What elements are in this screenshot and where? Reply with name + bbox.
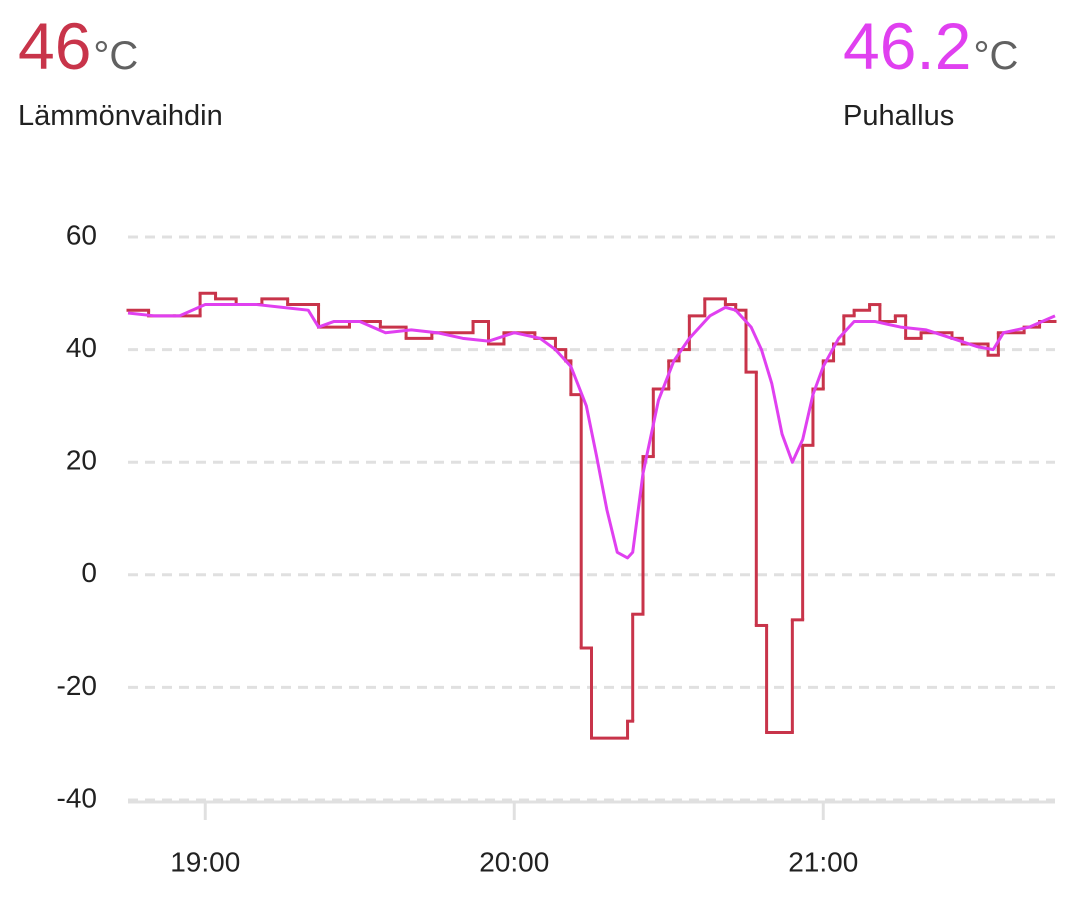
entity-right[interactable]: 46.2°C Puhallus <box>843 8 1018 133</box>
entity-name: Puhallus <box>843 100 955 132</box>
entity-name: Lämmönvaihdin <box>18 100 223 132</box>
state-value: 46.2 <box>843 9 972 83</box>
y-tick-label: -40 <box>57 782 97 813</box>
y-tick-label: 0 <box>81 557 97 588</box>
state: 46.2°C <box>843 8 1018 84</box>
y-tick-label: 60 <box>66 219 97 250</box>
state-value: 46 <box>18 9 92 83</box>
x-tick-label: 20:00 <box>479 846 549 877</box>
y-tick-label: 20 <box>66 445 97 476</box>
x-tick-label: 21:00 <box>788 846 858 877</box>
series-line <box>127 303 1056 560</box>
state-unit: °C <box>93 34 139 78</box>
y-tick-label: 40 <box>66 332 97 363</box>
entity-left[interactable]: 46°C Lämmönvaihdin <box>18 8 223 133</box>
state: 46°C <box>18 8 223 84</box>
y-tick-label: -20 <box>57 670 97 701</box>
x-tick-label: 19:00 <box>170 846 240 877</box>
state-unit: °C <box>973 34 1019 78</box>
step-riser <box>147 293 1042 739</box>
